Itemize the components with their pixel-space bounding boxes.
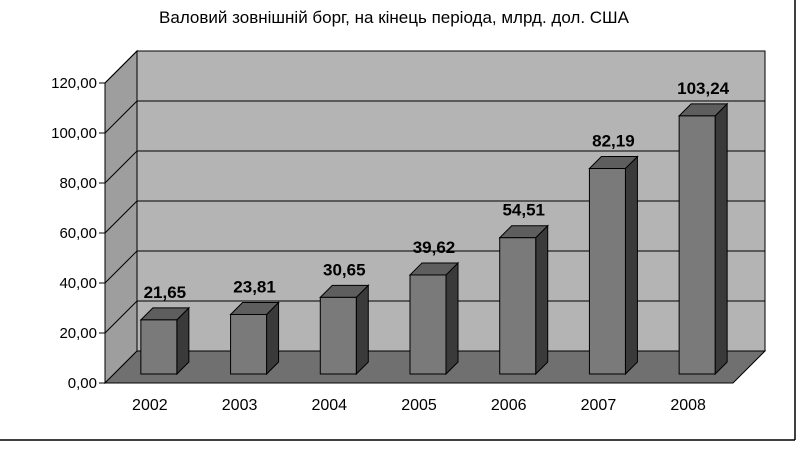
data-label: 21,65 (144, 283, 187, 302)
y-tick-label: 40,00 (59, 275, 97, 292)
bar (588, 155, 639, 376)
x-axis-categories: 2002 2003 2004 2005 2006 2007 2008 (132, 397, 706, 414)
x-category-label: 2004 (311, 397, 347, 414)
bar-front (409, 274, 447, 375)
chart-border (0, 0, 796, 441)
gridlines (104, 50, 765, 334)
data-label: 39,62 (413, 238, 456, 257)
gridline (104, 50, 765, 84)
bars (139, 102, 729, 376)
gridline (104, 250, 765, 284)
bar-front (588, 168, 626, 375)
y-tick-label: 120,00 (51, 75, 97, 92)
y-tick-label: 80,00 (59, 175, 97, 192)
x-category-label: 2003 (222, 397, 258, 414)
bar-front (499, 237, 537, 375)
bar (677, 102, 729, 376)
chart-title: Валовий зовнішній борг, на кінець період… (159, 8, 630, 27)
bar-side (445, 261, 459, 376)
bar (408, 261, 460, 376)
y-tick-label: 60,00 (59, 225, 97, 242)
data-labels: 21,65 23,81 30,65 39,62 54,51 82,19 103,24 (144, 79, 730, 302)
data-label: 82,19 (592, 132, 635, 151)
bar (319, 284, 370, 376)
y-tick-label: 20,00 (59, 325, 97, 342)
y-tick-label: 0,00 (68, 375, 97, 392)
bar-front (678, 115, 716, 375)
x-category-label: 2008 (670, 397, 706, 414)
bar (229, 301, 280, 376)
data-label: 30,65 (323, 260, 366, 279)
y-axis-ticks: 0,00 20,00 40,00 60,00 80,00 100,00 120,00 (51, 75, 106, 392)
x-category-label: 2006 (491, 397, 527, 414)
bar-front (230, 313, 268, 375)
gridline (104, 100, 765, 134)
gridline (104, 300, 765, 334)
bar-side (355, 284, 369, 376)
bar-side (535, 224, 549, 376)
bar-side (624, 155, 638, 376)
x-category-label: 2005 (401, 397, 437, 414)
x-category-label: 2002 (132, 397, 168, 414)
bar (498, 224, 549, 376)
gridline (104, 150, 765, 184)
bar-front (319, 296, 357, 375)
y-tick-label: 100,00 (51, 125, 97, 142)
x-category-label: 2007 (581, 397, 617, 414)
data-label: 23,81 (233, 277, 276, 296)
data-label: 103,24 (677, 79, 730, 98)
bar-side (714, 102, 728, 376)
data-label: 54,51 (502, 201, 545, 220)
bar (139, 306, 191, 376)
gridline (104, 200, 765, 234)
bar-front (140, 319, 178, 375)
